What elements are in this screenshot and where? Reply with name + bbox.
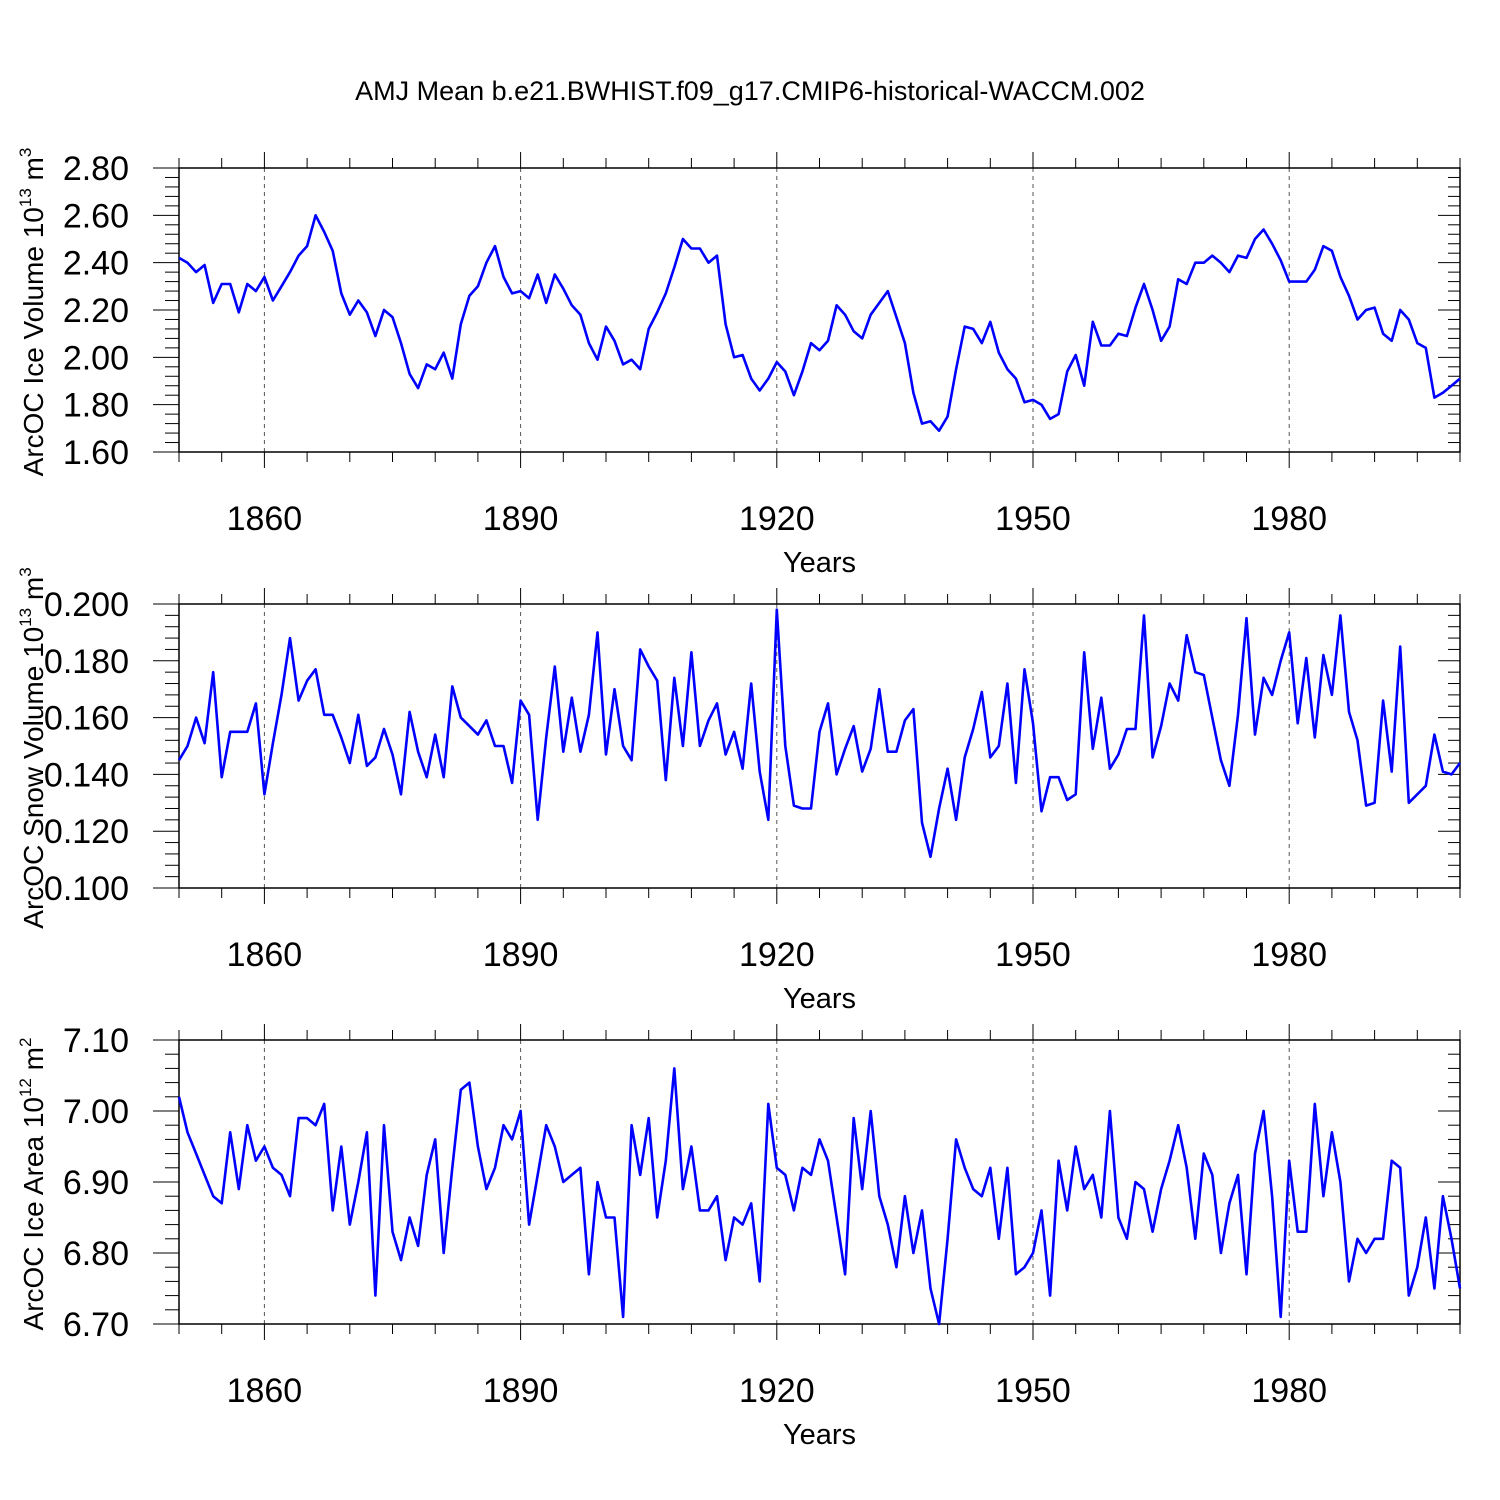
y-tick-label: 7.10 [63,1022,129,1060]
y-tick-label: 2.40 [63,245,129,283]
y-tick-label: 0.100 [44,870,129,908]
y-tick-label: 0.120 [44,813,129,851]
y-tick-label: 0.180 [44,643,129,681]
x-tick-label: 1920 [739,500,815,538]
y-tick-label: 0.140 [44,756,129,794]
x-tick-label: 1950 [995,1372,1071,1410]
y-tick-label: 6.70 [63,1306,129,1344]
x-tick-label: 1890 [483,500,559,538]
x-tick-label: 1950 [995,936,1071,974]
x-tick-label: 1980 [1251,936,1327,974]
series-line [178,214,1461,433]
x-tick-label: 1890 [483,936,559,974]
x-axis-label: Years [783,983,856,1015]
x-tick-label: 1980 [1251,1372,1327,1410]
plot-frame [178,1039,1461,1325]
y-tick-label: 1.80 [63,387,129,425]
y-tick-label: 7.00 [63,1093,129,1131]
x-axis-label: Years [783,1419,856,1451]
y-axis-label: ArcOC Ice Area 1012 m2 [16,1038,49,1331]
x-tick-label: 1980 [1251,500,1327,538]
y-axis-label: ArcOC Snow Volume 1013 m3 [16,567,49,928]
y-tick-label: 2.00 [63,339,129,377]
x-axis-label: Years [783,547,856,579]
x-tick-label: 1920 [739,936,815,974]
series-line [177,608,1462,859]
x-tick-label: 1920 [739,1372,815,1410]
x-tick-label: 1890 [483,1372,559,1410]
y-axis-label: ArcOC Ice Volume 1013 m3 [16,148,49,477]
y-tick-label: 1.60 [63,434,129,472]
x-tick-label: 1860 [227,936,303,974]
x-tick-label: 1860 [227,1372,303,1410]
y-tick-label: 2.20 [63,292,129,330]
plot-frame [178,603,1461,889]
chart-panel-1: 1.60 1.80 2.00 2.20 2.40 2.60 2.80 1860 1890 1920… [16,148,1461,579]
chart-title: AMJ Mean b.e21.BWHIST.f09_g17.CMIP6-hist… [355,76,1145,106]
x-tick-label: 1950 [995,500,1071,538]
y-tick-label: 2.80 [63,150,129,188]
chart-panel-3: 6.70 6.80 6.90 7.00 7.10 1860 1890 1920 1950 1980… [16,1022,1462,1451]
y-tick-label: 0.160 [44,700,129,738]
chart-panel-2: 0.100 0.120 0.140 0.160 0.180 0.200 1860 1890 19… [16,567,1462,1015]
x-tick-label: 1860 [227,500,303,538]
y-tick-label: 0.200 [44,586,129,624]
y-tick-label: 2.60 [63,197,129,235]
y-tick-label: 6.90 [63,1164,129,1202]
series-line [177,1067,1462,1326]
y-tick-label: 6.80 [63,1235,129,1273]
plot-frame [178,167,1461,453]
